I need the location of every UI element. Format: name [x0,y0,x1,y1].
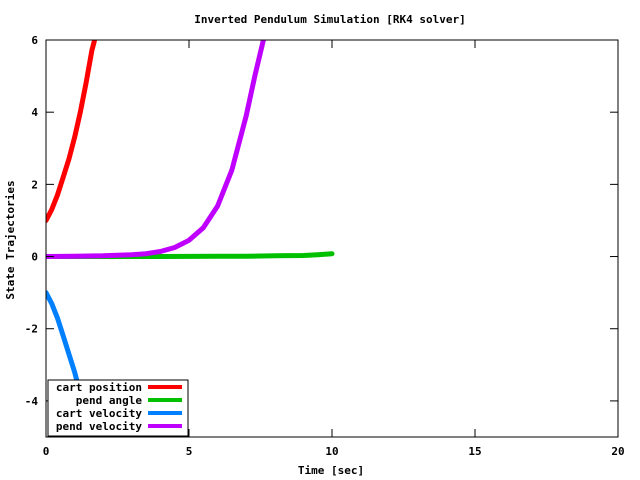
x-tick-label: 0 [43,445,50,458]
y-tick-label: 2 [31,178,38,191]
series-layer [46,40,335,437]
legend-label: pend angle [76,394,143,407]
y-tick-label: -2 [25,323,38,336]
series-line-1 [46,40,98,223]
legend-label: cart velocity [56,407,142,420]
y-tick-label: -4 [25,395,39,408]
plot-area [45,39,619,438]
chart-title: Inverted Pendulum Simulation [RK4 solver… [194,13,466,26]
y-tick-label: 4 [31,106,38,119]
series-line-4 [46,40,266,259]
x-tick-label: 15 [468,445,481,458]
legend-label: cart position [56,381,142,394]
x-axis-label: Time [sec] [298,464,364,477]
x-tick-label: 10 [325,445,338,458]
legend-label: pend velocity [56,420,142,433]
y-tick-label: 0 [31,251,38,264]
ticks-layer: 0 5 10 15 20 -4 -2 0 2 4 6 [25,34,625,458]
y-tick-label: 6 [31,34,38,47]
x-tick-label: 20 [611,445,624,458]
x-tick-label: 5 [186,445,193,458]
y-axis-label: State Trajectories [4,180,17,299]
